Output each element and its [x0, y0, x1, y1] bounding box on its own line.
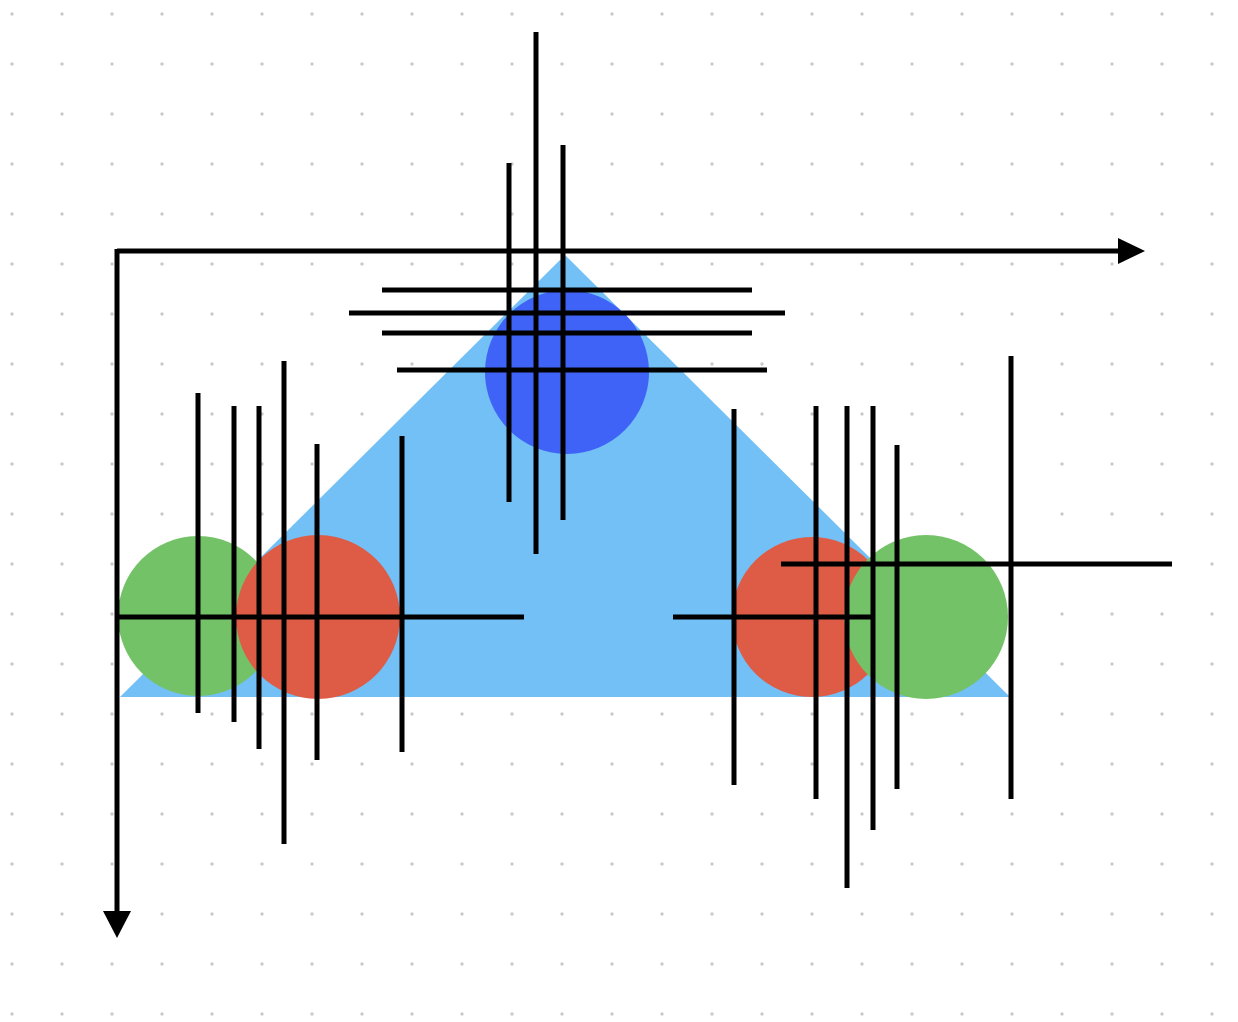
right-line-cluster	[673, 356, 1172, 888]
axes	[114, 248, 1122, 915]
top-line-cluster	[349, 32, 785, 554]
y-axis-arrowhead-icon	[103, 911, 131, 938]
x-axis-arrowhead-icon	[1118, 238, 1145, 264]
left-line-cluster	[117, 361, 524, 844]
green-circle-right	[844, 535, 1008, 699]
